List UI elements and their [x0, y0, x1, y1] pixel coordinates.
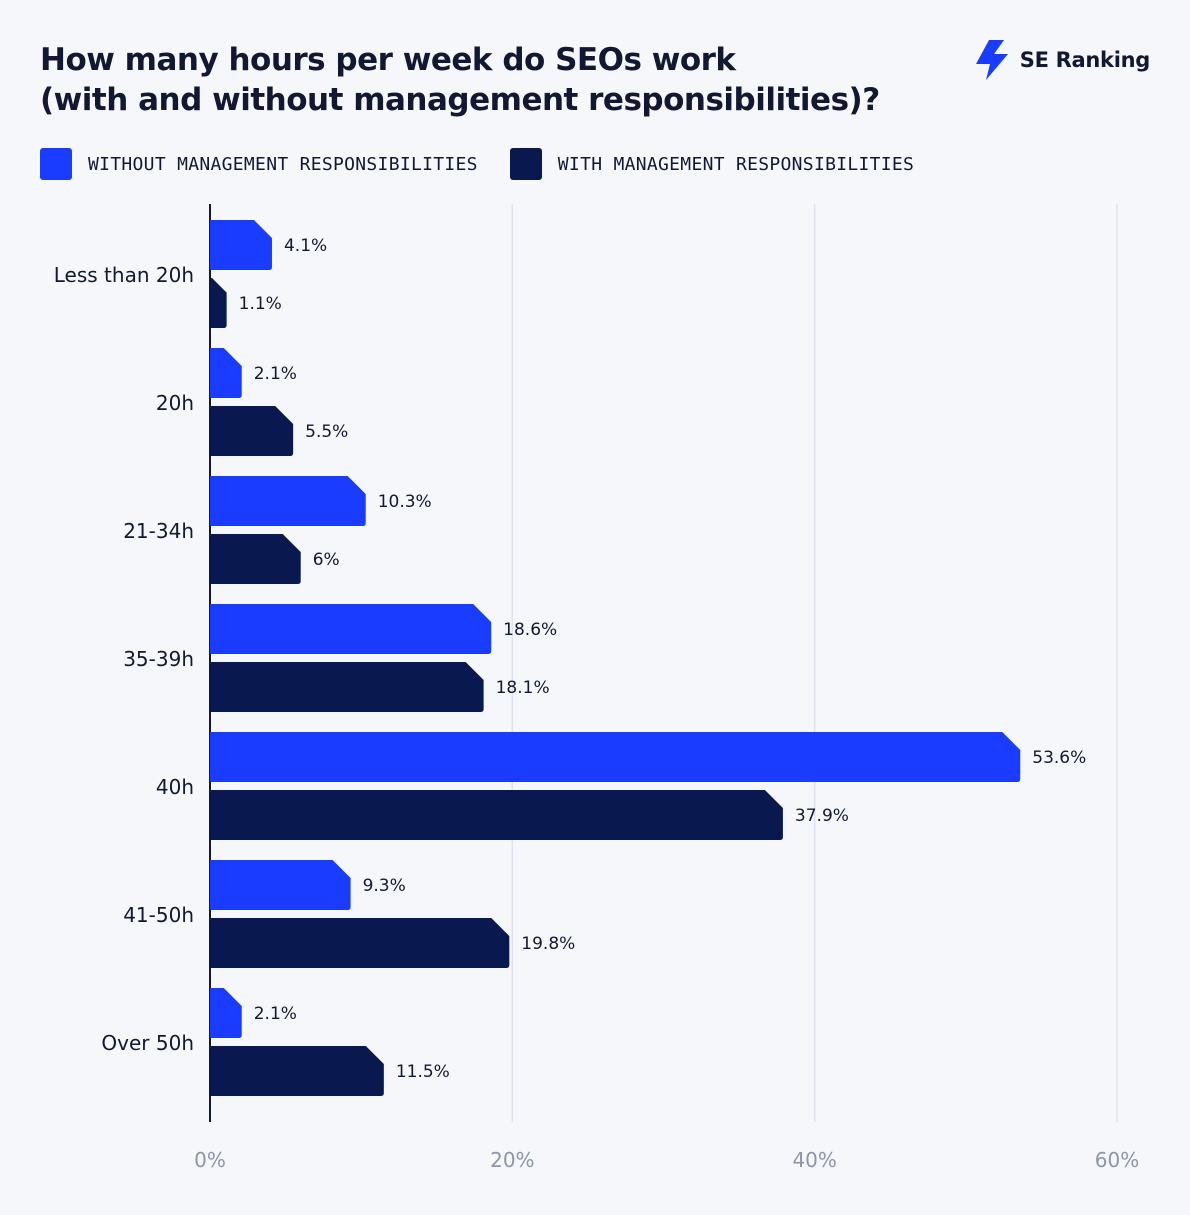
- bar-value-label: 2.1%: [254, 1004, 297, 1024]
- category-label: Over 50h: [101, 1031, 194, 1055]
- bar-without: [210, 220, 272, 270]
- bar-with: [210, 534, 301, 584]
- bar-without: [210, 988, 242, 1038]
- category-label: 21-34h: [123, 519, 194, 543]
- bar-without: [210, 732, 1021, 782]
- category-label: 41-50h: [123, 903, 194, 927]
- bar-with: [210, 662, 484, 712]
- bar-value-label: 2.1%: [254, 364, 297, 384]
- legend-swatch-without: [40, 148, 72, 180]
- bar-value-label: 5.5%: [305, 422, 348, 442]
- x-tick-label: 60%: [1095, 1148, 1139, 1172]
- chart-title-line1: How many hours per week do SEOs work: [40, 42, 736, 78]
- bar-value-label: 18.1%: [496, 678, 550, 698]
- bar-value-label: 6%: [313, 550, 340, 570]
- bar-without: [210, 348, 242, 398]
- category-label: Less than 20h: [54, 263, 194, 287]
- legend-label-without: WITHOUT MANAGEMENT RESPONSIBILITIES: [88, 153, 478, 175]
- bar-without: [210, 476, 366, 526]
- bar-value-label: 37.9%: [795, 806, 849, 826]
- chart-legend: WITHOUT MANAGEMENT RESPONSIBILITIES WITH…: [40, 148, 946, 180]
- bar-value-label: 9.3%: [363, 876, 406, 896]
- x-tick-label: 0%: [194, 1148, 226, 1172]
- bar-without: [210, 860, 351, 910]
- category-label: 40h: [156, 775, 194, 799]
- legend-item-with: WITH MANAGEMENT RESPONSIBILITIES: [509, 148, 915, 180]
- bar-with: [210, 918, 510, 968]
- bar-value-label: 1.1%: [239, 294, 282, 314]
- bar-value-label: 53.6%: [1032, 748, 1086, 768]
- bar-value-label: 19.8%: [521, 934, 575, 954]
- bar-value-label: 18.6%: [503, 620, 557, 640]
- category-label: 20h: [156, 391, 194, 415]
- bar-with: [210, 278, 227, 328]
- bar-value-label: 11.5%: [396, 1062, 450, 1082]
- bar-value-label: 4.1%: [284, 236, 327, 256]
- legend-label-with: WITH MANAGEMENT RESPONSIBILITIES: [557, 153, 915, 175]
- lightning-icon: [975, 40, 1008, 80]
- bar-without: [210, 604, 492, 654]
- legend-swatch-with: [509, 148, 542, 180]
- x-tick-label: 20%: [490, 1148, 534, 1172]
- chart-title: How many hours per week do SEOs work (wi…: [40, 40, 940, 120]
- bar-with: [210, 790, 783, 840]
- brand-name: SE Ranking: [1019, 48, 1151, 72]
- bar-with: [210, 406, 294, 456]
- x-tick-label: 40%: [792, 1148, 836, 1172]
- chart-title-line2: (with and without management responsibil…: [40, 82, 880, 118]
- bar-with: [210, 1046, 384, 1096]
- category-label: 35-39h: [123, 647, 194, 671]
- bar-value-label: 10.3%: [378, 492, 432, 512]
- legend-item-without: WITHOUT MANAGEMENT RESPONSIBILITIES: [40, 148, 478, 180]
- brand-logo: SE Ranking: [974, 40, 1150, 80]
